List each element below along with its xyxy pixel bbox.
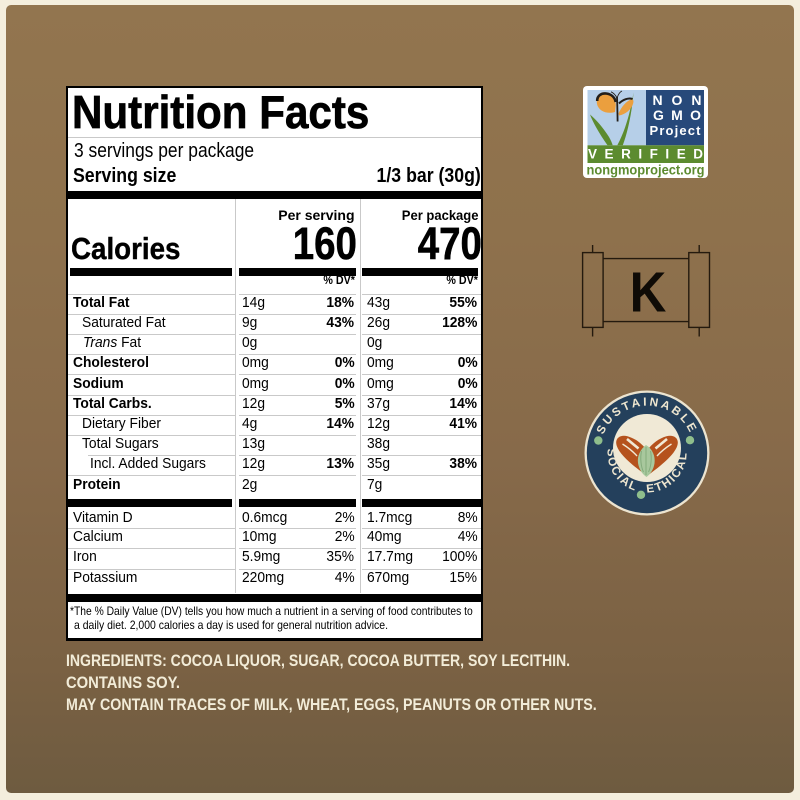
svg-text:nongmoproject.org: nongmoproject.org — [587, 162, 705, 178]
svg-text:NON: NON — [653, 92, 702, 108]
svg-text:GMO: GMO — [653, 107, 701, 123]
svg-text:K: K — [630, 261, 667, 324]
svg-text:Project: Project — [650, 123, 702, 138]
